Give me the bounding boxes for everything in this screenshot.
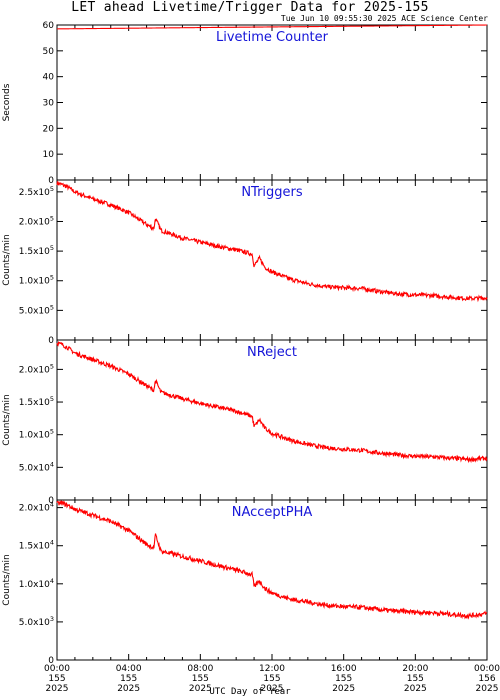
y-tick-label: 5.0x104 — [19, 460, 54, 473]
y-tick-label: 2.0x105 — [19, 214, 54, 227]
y-tick-label: 30 — [43, 99, 55, 109]
y-tick-label: 40 — [43, 73, 55, 83]
y-tick-label: 1.5x104 — [19, 539, 54, 552]
y-tick-label: 1.0x105 — [19, 274, 54, 287]
page-title: LET ahead Livetime/Trigger Data for 2025… — [71, 0, 429, 15]
generation-timestamp: Tue Jun 10 09:55:30 2025 ACE Science Cen… — [280, 14, 488, 23]
panel-title: Livetime Counter — [216, 30, 329, 45]
y-tick-label: 0 — [48, 176, 54, 186]
x-tick-label: 20:00 — [402, 664, 428, 674]
x-tick-label: 2025 — [189, 684, 212, 694]
y-tick-label: 1.0x105 — [19, 428, 54, 441]
x-tick-label: 155 — [192, 674, 209, 684]
series-line — [56, 340, 488, 464]
x-tick-label: 04:00 — [116, 664, 142, 674]
series-line — [56, 181, 488, 303]
y-tick-label: 5.0x103 — [19, 615, 54, 628]
y-tick-label: 50 — [43, 47, 55, 57]
x-tick-label: 2025 — [332, 684, 355, 694]
y-tick-label: 1.0x104 — [19, 577, 54, 590]
y-tick-label: 0 — [48, 656, 54, 666]
panel-title: NReject — [247, 345, 297, 360]
x-tick-label: 2025 — [117, 684, 140, 694]
panel-title: NTriggers — [241, 185, 303, 200]
x-tick-label: 156 — [478, 674, 495, 684]
y-tick-label: 60 — [43, 21, 55, 31]
y-tick-label: 20 — [43, 124, 55, 134]
y-axis-label: Counts/min — [2, 234, 12, 285]
x-tick-label: 2025 — [404, 684, 427, 694]
series-line — [56, 24, 487, 30]
x-tick-label: 2025 — [46, 684, 69, 694]
x-tick-label: 2025 — [476, 684, 499, 694]
y-axis-label: Seconds — [2, 83, 12, 121]
series-line — [56, 500, 488, 620]
x-tick-label: 155 — [48, 674, 65, 684]
panel-frame — [56, 499, 488, 661]
x-tick-label: 16:00 — [331, 664, 357, 674]
x-tick-label: 155 — [120, 674, 137, 684]
x-tick-label: 00:00 — [44, 664, 70, 674]
y-tick-label: 10 — [43, 150, 55, 160]
x-tick-label: 08:00 — [187, 664, 213, 674]
panel-title: NAcceptPHA — [232, 505, 313, 520]
panel-frame — [56, 339, 488, 501]
x-axis-label: UTC Day of Year — [209, 687, 291, 697]
x-tick-label: 00:00 — [474, 664, 500, 674]
x-tick-label: 155 — [263, 674, 280, 684]
y-tick-label: 0 — [48, 496, 54, 506]
panel-frame — [56, 24, 488, 181]
x-tick-label: 155 — [335, 674, 352, 684]
y-tick-label: 5.0x105 — [19, 303, 54, 316]
y-tick-label: 2.5x105 — [19, 185, 54, 198]
y-tick-label: 1.5x105 — [19, 244, 54, 257]
y-tick-label: 1.5x105 — [19, 395, 54, 408]
y-tick-label: 2.0x105 — [19, 362, 54, 375]
y-axis-label: Counts/min — [2, 394, 12, 445]
x-tick-label: 155 — [407, 674, 424, 684]
y-axis-label: Counts/min — [2, 554, 12, 605]
panel-frame — [56, 179, 488, 341]
y-tick-label: 2.0x104 — [19, 501, 54, 514]
y-tick-label: 0 — [48, 336, 54, 346]
x-tick-label: 12:00 — [259, 664, 285, 674]
x-tick-label: 2025 — [261, 684, 284, 694]
